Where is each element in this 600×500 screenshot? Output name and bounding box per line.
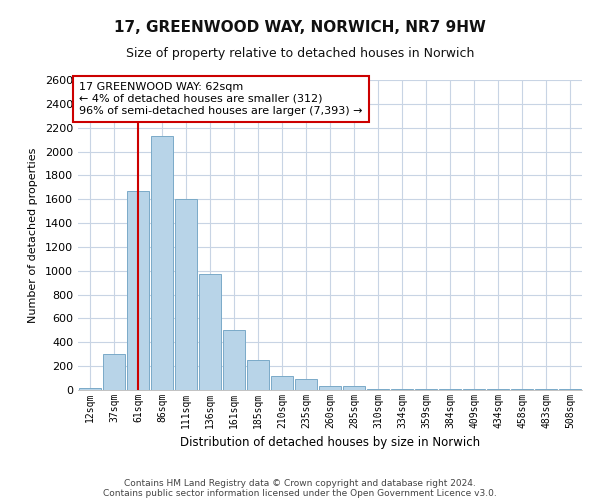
Text: Contains public sector information licensed under the Open Government Licence v3: Contains public sector information licen… xyxy=(103,488,497,498)
Bar xyxy=(103,354,125,390)
Text: Contains HM Land Registry data © Crown copyright and database right 2024.: Contains HM Land Registry data © Crown c… xyxy=(124,478,476,488)
Bar xyxy=(199,274,221,390)
Bar xyxy=(79,388,101,390)
Bar xyxy=(343,386,365,390)
Bar xyxy=(319,386,341,390)
Bar xyxy=(367,389,389,390)
Bar xyxy=(175,199,197,390)
Bar xyxy=(295,378,317,390)
Y-axis label: Number of detached properties: Number of detached properties xyxy=(28,148,38,322)
Bar xyxy=(559,389,581,390)
Bar xyxy=(223,330,245,390)
Bar xyxy=(127,191,149,390)
Text: 17, GREENWOOD WAY, NORWICH, NR7 9HW: 17, GREENWOOD WAY, NORWICH, NR7 9HW xyxy=(114,20,486,35)
Text: Size of property relative to detached houses in Norwich: Size of property relative to detached ho… xyxy=(126,48,474,60)
Bar xyxy=(151,136,173,390)
Bar xyxy=(391,389,413,390)
Bar xyxy=(271,376,293,390)
Text: 17 GREENWOOD WAY: 62sqm
← 4% of detached houses are smaller (312)
96% of semi-de: 17 GREENWOOD WAY: 62sqm ← 4% of detached… xyxy=(79,82,362,116)
Bar xyxy=(247,360,269,390)
X-axis label: Distribution of detached houses by size in Norwich: Distribution of detached houses by size … xyxy=(180,436,480,450)
